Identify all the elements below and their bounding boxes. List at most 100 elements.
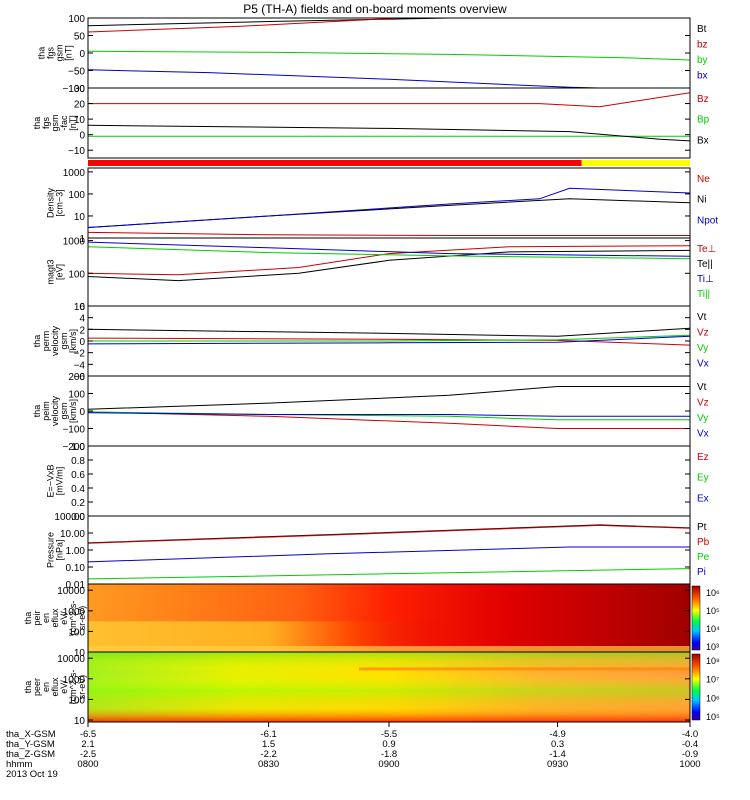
y-tick-label: 100 <box>68 390 85 401</box>
series-line-peim_velocity-3 <box>88 412 690 417</box>
legend-entry: Ni <box>697 195 706 206</box>
colorbar-label: 10⁶ <box>706 588 720 598</box>
y-axis-label: peer <box>32 678 42 696</box>
footer-value: -2.5 <box>80 749 96 760</box>
y-axis-label: sr-eV) <box>77 675 87 700</box>
y-tick-label: 100 <box>68 14 85 25</box>
y-axis-label: eV/ <box>59 611 69 625</box>
footer-value: 0930 <box>547 759 568 770</box>
y-tick-label: 0 <box>79 337 85 348</box>
legend-entry: Pi <box>697 567 706 578</box>
footer-value: 2.1 <box>81 739 94 750</box>
figure-title: P5 (TH-A) fields and on-board moments ov… <box>243 2 507 16</box>
y-tick-label: 10 <box>74 716 86 727</box>
y-tick-label: 1000 <box>63 168 86 179</box>
y-axis-label: (cm^2-s- <box>68 670 78 705</box>
y-axis-label: tha <box>32 405 42 418</box>
footer-value: -5.5 <box>381 729 397 740</box>
series-line-perm_velocity-2 <box>88 334 690 342</box>
y-axis-label: tha <box>32 117 42 130</box>
y-axis-label: [nPa] <box>55 539 65 560</box>
footer-value: 0900 <box>378 759 399 770</box>
y-tick-label: 20 <box>74 100 86 111</box>
series-line-density-0 <box>88 231 690 236</box>
y-tick-label: 1000 <box>63 237 86 248</box>
footer-value: 1000 <box>679 759 700 770</box>
footer-value: 0.9 <box>382 739 395 750</box>
y-tick-label: 10 <box>74 302 86 313</box>
y-axis-label: [nT] <box>68 115 78 131</box>
y-tick-label: 0.2 <box>71 498 85 509</box>
colorbar-label: 10⁶ <box>706 693 720 703</box>
y-tick-label: −10 <box>68 146 85 157</box>
footer-value: 0.3 <box>551 739 564 750</box>
y-axis-label: -fac <box>59 115 69 131</box>
y-tick-label: −50 <box>68 67 85 78</box>
series-line-magt3-3 <box>88 246 690 260</box>
y-tick-label: −100 <box>62 425 85 436</box>
series-line-pressure-2 <box>88 568 690 580</box>
y-axis-label: fgs <box>46 47 56 60</box>
y-tick-label: 0.0 <box>71 512 85 523</box>
legend-entry: Vz <box>697 328 709 339</box>
series-line-magt3-0 <box>88 245 690 276</box>
y-tick-label: 10000 <box>57 654 85 665</box>
y-tick-label: 0 <box>79 49 85 60</box>
series-line-peim_velocity-0 <box>88 386 690 410</box>
y-axis-label: peim <box>41 401 51 421</box>
y-axis-label: eflux <box>50 608 60 628</box>
footer-value: 0830 <box>258 759 279 770</box>
panel-e_vxb: Ez Ey Ex 0.0 0.2 0.4 0.6 0.8 1.0 E=−VxB [mV/m] <box>46 442 709 523</box>
y-tick-label: 1.00 <box>66 546 86 557</box>
y-tick-label: 100 <box>68 627 85 638</box>
flag-yellow-segment <box>581 160 690 166</box>
y-tick-label: 1.0 <box>71 442 85 453</box>
footer-value: -1.4 <box>549 749 565 760</box>
legend-entry: Ex <box>697 493 709 504</box>
series-line-fgs_fac-2 <box>88 124 690 142</box>
y-axis-label: en <box>41 613 51 623</box>
panel-density: Ne Ni Npot 1 10 100 1000 Density [cm−3] <box>46 167 718 245</box>
panel-pressure: Pt Pb Pe Pi 0.01 0.10 1.00 10.00 100.00 Pressure[… <box>46 512 710 591</box>
y-axis-label: tha <box>32 335 42 348</box>
legend-entry: Ti⊥ <box>697 274 714 285</box>
y-axis-label: velocity <box>50 395 60 426</box>
footer-row-label: tha_Z-GSM <box>6 749 55 760</box>
footer-value: 1.5 <box>262 739 275 750</box>
footer-value: -0.4 <box>682 739 698 750</box>
legend-entry: Bt <box>697 24 707 35</box>
footer-value: -1.8 <box>381 749 397 760</box>
y-axis-label: Pressure <box>46 532 56 568</box>
series-line-fgs_gsm-3 <box>88 69 690 88</box>
y-tick-label: 50 <box>74 32 86 43</box>
y-axis-label: eV/ <box>59 680 69 694</box>
legend-entry: Vx <box>697 359 709 370</box>
panel-peim_velocity: Vt Vz Vy Vx −200 −100 0 100 200 tha peim velocity gs… <box>32 372 709 453</box>
series-line-magt3-2 <box>88 241 690 257</box>
y-axis-label: perm <box>41 331 51 352</box>
y-tick-label: −6 <box>74 372 86 383</box>
y-tick-label: 0.6 <box>71 470 85 481</box>
y-tick-label: 0.01 <box>66 580 86 591</box>
legend-entry: Npot <box>697 215 718 226</box>
y-tick-label: 10000 <box>57 586 85 597</box>
y-tick-label: 4 <box>79 314 85 325</box>
y-tick-label: 1 <box>79 234 85 245</box>
y-axis-label: tha <box>23 612 33 625</box>
series-line-peim_velocity-1 <box>88 411 690 429</box>
legend-entry: Ne <box>697 174 710 185</box>
panel-peer_eflux: 10⁸ 10⁷ 10⁶ 10⁵ 10 100 1000 10000 tha peer en eflux… <box>23 651 720 727</box>
panel-frame <box>87 167 691 239</box>
y-tick-label: −2 <box>74 349 86 360</box>
series-line-density-2 <box>88 187 690 228</box>
y-tick-label: 0.4 <box>71 484 85 495</box>
legend-entry: Vy <box>697 343 708 354</box>
legend-entry: Vt <box>697 382 707 393</box>
footer-value: -6.1 <box>260 729 276 740</box>
y-axis-label: tha <box>37 47 47 60</box>
colorbar-peer_eflux <box>691 653 701 721</box>
y-tick-label: 1000 <box>63 607 86 618</box>
y-tick-label: 0.10 <box>66 563 86 574</box>
legend-entry: Vx <box>697 429 709 440</box>
